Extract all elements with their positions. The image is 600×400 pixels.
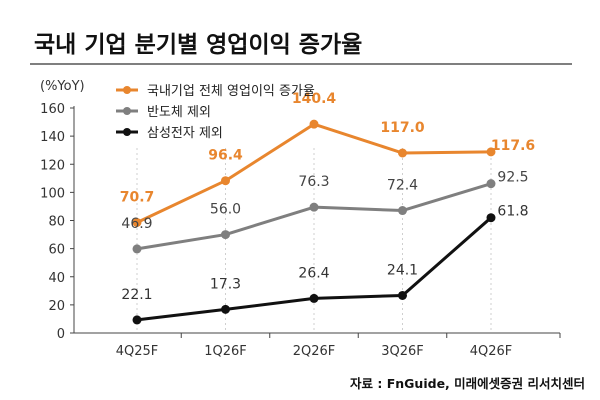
- data-label-s2: 72.4: [387, 178, 418, 194]
- plot-area: 0 20 40 60 80 100 120 140 160 4Q25F 1Q26F 2Q26F 3Q26…: [40, 91, 561, 359]
- y-axis-unit-label: (%YoY): [40, 79, 85, 94]
- data-label-s2: 76.3: [298, 174, 329, 190]
- data-label-s1: 140.4: [292, 91, 337, 107]
- data-point-s1: [221, 176, 230, 186]
- chart-title: 국내 기업 분기별 영업이익 증가율: [34, 32, 362, 58]
- y-tick-label: 120: [40, 158, 65, 173]
- y-tick-label: 140: [40, 130, 65, 145]
- data-point-s3: [132, 315, 142, 325]
- data-point-s2: [309, 202, 319, 212]
- x-tick-label: 2Q26F: [293, 344, 336, 359]
- y-tick-label: 160: [40, 102, 65, 117]
- data-point-s1: [486, 147, 496, 157]
- data-label-s1: 96.4: [208, 148, 243, 164]
- legend-swatch-marker: [123, 128, 131, 136]
- y-tick-label: 60: [48, 243, 65, 258]
- legend-label: 반도체 제외: [147, 105, 211, 120]
- data-label-s1: 70.7: [120, 189, 155, 205]
- data-point-s3: [221, 304, 230, 314]
- data-label-s2: 92.5: [497, 170, 528, 186]
- data-label-s1: 117.6: [491, 138, 535, 154]
- data-label-s1: 117.0: [380, 120, 425, 136]
- data-point-s2: [132, 244, 142, 254]
- y-tick-label: 20: [48, 299, 65, 314]
- data-point-s1: [398, 148, 407, 158]
- data-point-s3: [486, 213, 496, 223]
- data-label-s3: 24.1: [387, 262, 418, 278]
- legend-swatch-marker: [123, 86, 131, 94]
- y-tick-label: 80: [48, 215, 65, 230]
- data-point-s2: [398, 206, 407, 216]
- data-label-s3: 17.3: [210, 276, 241, 292]
- data-label-s2: 56.0: [210, 202, 241, 218]
- y-tick-label: 100: [40, 186, 65, 201]
- data-point-s1: [309, 119, 319, 129]
- x-tick-label: 3Q26F: [381, 344, 424, 359]
- data-point-s2: [221, 230, 230, 240]
- data-point-s1: [132, 217, 142, 227]
- data-point-s3: [398, 290, 407, 300]
- legend-label: 삼성전자 제외: [147, 126, 223, 141]
- data-label-s3: 22.1: [121, 287, 152, 303]
- data-point-s2: [486, 179, 496, 189]
- x-tick-label: 4Q26F: [470, 344, 513, 359]
- legend-swatch-marker: [123, 107, 131, 115]
- data-label-s3: 61.8: [497, 204, 528, 220]
- legend-label: 국내기업 전체 영업이익 증가율: [147, 84, 315, 99]
- data-point-s3: [309, 293, 319, 303]
- data-label-s2: 46.9: [121, 216, 152, 232]
- y-tick-label: 40: [48, 271, 65, 286]
- source-note: 자료 : FnGuide, 미래에셋증권 리서치센터: [350, 376, 585, 391]
- x-tick-label: 4Q25F: [116, 344, 159, 359]
- x-tick-label: 1Q26F: [204, 344, 247, 359]
- data-label-s3: 26.4: [298, 265, 329, 281]
- y-tick-label: 0: [57, 327, 65, 342]
